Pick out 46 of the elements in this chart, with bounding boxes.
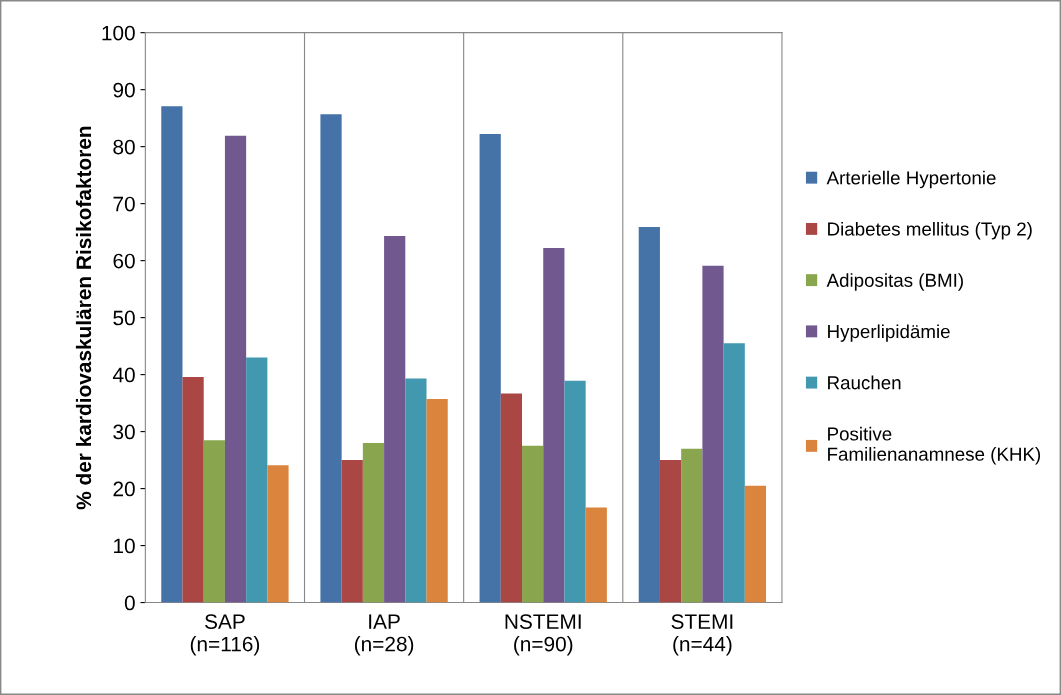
y-tick-label: 90: [113, 82, 135, 98]
legend-label: Hyperlipidämie: [828, 324, 950, 342]
y-tick-label: 10: [114, 538, 135, 554]
bar: [564, 380, 586, 603]
bar: [479, 134, 501, 603]
y-axis-title: % der kardiovaskulären Risikofaktoren: [75, 126, 92, 510]
bar: [182, 376, 204, 603]
x-tick-label: NSTEMI (n=90): [505, 614, 581, 656]
bar: [224, 135, 247, 603]
bar: [522, 445, 544, 603]
bar: [702, 265, 724, 603]
legend-label: Adipositas (BMI): [826, 273, 963, 291]
y-tick-label: 20: [113, 481, 135, 497]
bar: [267, 465, 289, 603]
y-tick-label: 60: [113, 253, 135, 269]
y-tick-label: 0: [124, 595, 135, 611]
bar: [659, 460, 682, 603]
bar: [320, 114, 342, 603]
y-tick-label: 50: [113, 310, 135, 326]
bar: [426, 399, 448, 603]
bar: [543, 248, 565, 603]
bar: [246, 357, 268, 603]
bar: [744, 485, 767, 603]
bar: [638, 227, 660, 603]
x-tick-label: IAP (n=28): [354, 614, 414, 656]
x-tick-label: STEMI (n=44): [671, 614, 733, 656]
bar: [681, 448, 703, 603]
y-tick-label: 80: [113, 139, 135, 155]
y-tick-label: 40: [112, 367, 135, 383]
bar: [341, 460, 363, 603]
bar: [723, 343, 745, 603]
bar: [203, 440, 225, 603]
legend-label: Arterielle Hypertonie: [826, 170, 996, 189]
legend-label: Positive Familienanamnese (KHK): [828, 426, 1041, 465]
bar: [362, 442, 385, 603]
bar: [500, 393, 523, 603]
y-tick-label: 100: [102, 25, 135, 41]
legend-label: Rauchen: [828, 375, 901, 390]
bar: [585, 507, 607, 603]
bar: [384, 236, 406, 603]
legend-label: Diabetes mellitus (Typ 2): [828, 221, 1032, 240]
y-tick-label: 30: [113, 424, 135, 440]
x-tick-label: SAP (n=116): [190, 614, 260, 656]
bar: [161, 106, 183, 603]
y-tick-label: 70: [113, 196, 135, 212]
bar: [405, 378, 427, 603]
